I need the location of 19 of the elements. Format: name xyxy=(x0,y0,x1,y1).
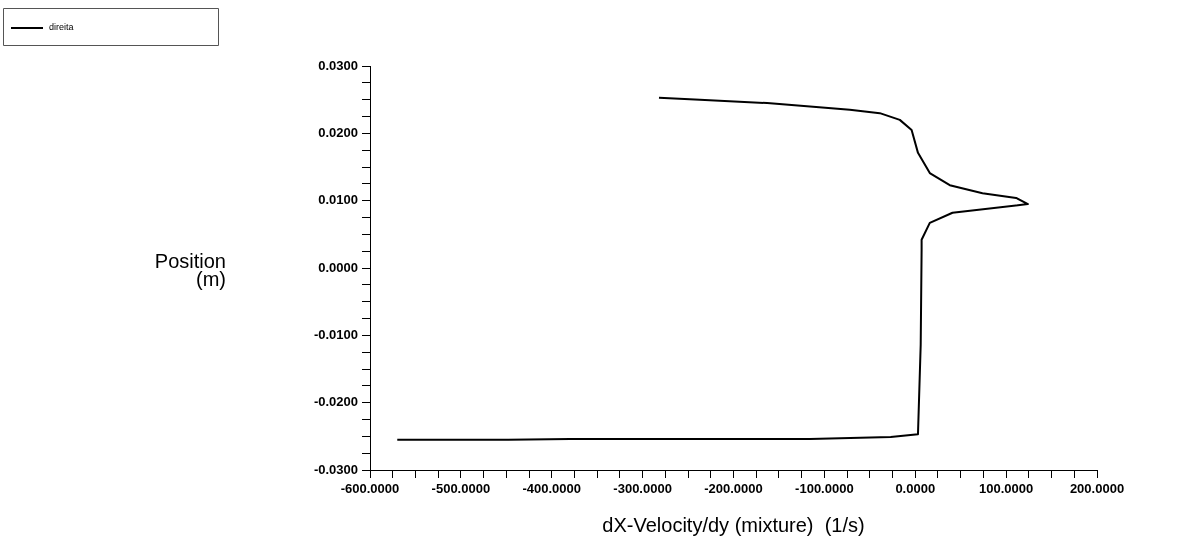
legend-label: direita xyxy=(49,22,74,33)
x-tick-label: -100.0000 xyxy=(795,481,854,497)
x-tick-label: -500.0000 xyxy=(431,481,491,497)
x-tick-label: -400.0000 xyxy=(522,481,582,497)
y-axis-title: Position (m) xyxy=(154,249,226,290)
y-tick-label: 0.0100 xyxy=(318,192,358,208)
y-tick-label: 0.0300 xyxy=(318,57,358,73)
x-tick-label: -300.0000 xyxy=(613,481,672,497)
y-tick-label: 0.0000 xyxy=(318,259,358,275)
x-tick-label: 100.0000 xyxy=(979,481,1034,497)
x-tick-label: -600.0000 xyxy=(340,481,400,497)
y-tick-label: -0.0300 xyxy=(313,461,358,477)
x-tick-label: 200.0000 xyxy=(1069,481,1125,497)
x-tick-label: -200.0000 xyxy=(704,481,763,497)
y-tick-label: 0.0200 xyxy=(318,124,358,140)
x-tick-label: 0.0000 xyxy=(895,481,936,497)
x-axis-title: dX-Velocity/dy (mixture) (1/s) xyxy=(602,513,865,536)
y-tick-label: -0.0100 xyxy=(313,326,358,342)
y-tick-label: -0.0200 xyxy=(313,394,358,410)
